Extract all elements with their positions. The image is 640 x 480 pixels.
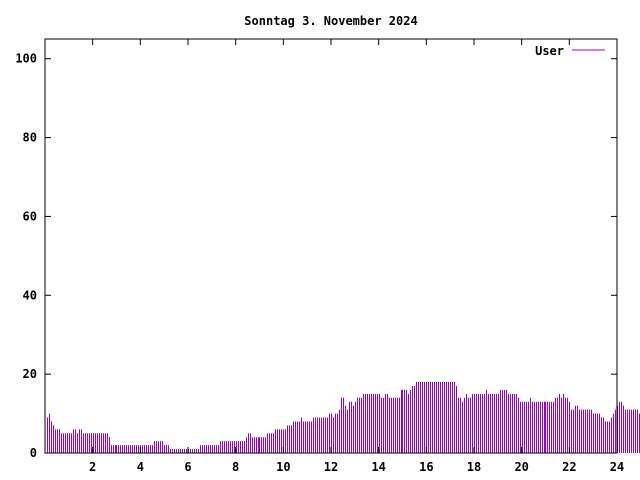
chart-title: Sonntag 3. November 2024 (244, 14, 417, 28)
y-tick-label: 40 (23, 288, 37, 302)
x-tick-label: 12 (324, 460, 338, 474)
series-user-bars (47, 382, 640, 453)
legend: User (535, 44, 605, 58)
x-tick-label: 4 (137, 460, 144, 474)
y-tick-label: 80 (23, 131, 37, 145)
x-tick-label: 6 (184, 460, 191, 474)
x-tick-label: 18 (467, 460, 481, 474)
x-tick-label: 22 (562, 460, 576, 474)
plot-frame (44, 38, 618, 454)
y-tick-label: 20 (23, 367, 37, 381)
x-tick-label: 24 (610, 460, 624, 474)
y-tick-label: 100 (15, 52, 37, 66)
legend-label-user: User (535, 44, 564, 58)
x-axis: 2 4 6 8 10 12 14 16 18 20 22 24 (89, 39, 624, 474)
x-tick-label: 14 (371, 460, 385, 474)
y-tick-label: 0 (30, 446, 37, 460)
x-tick-label: 10 (276, 460, 290, 474)
x-tick-label: 2 (89, 460, 96, 474)
y-tick-label: 60 (23, 209, 37, 223)
x-tick-label: 20 (514, 460, 528, 474)
x-tick-label: 16 (419, 460, 433, 474)
x-tick-label: 8 (232, 460, 239, 474)
y-axis: 0 20 40 60 80 100 (15, 52, 617, 460)
